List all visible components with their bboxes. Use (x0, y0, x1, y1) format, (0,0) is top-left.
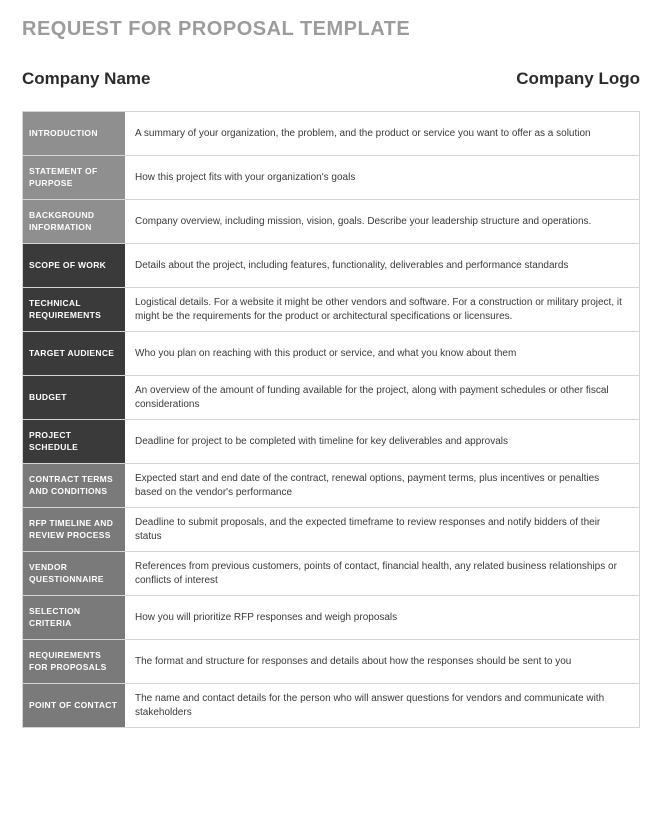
row-label: BACKGROUND INFORMATION (23, 200, 125, 243)
page-title: REQUEST FOR PROPOSAL TEMPLATE (22, 18, 640, 41)
row-label: POINT OF CONTACT (23, 684, 125, 727)
table-row: SCOPE OF WORKDetails about the project, … (22, 244, 640, 288)
row-label: TECHNICAL REQUIREMENTS (23, 288, 125, 331)
row-description: How this project fits with your organiza… (125, 156, 639, 199)
table-row: STATEMENT OF PURPOSEHow this project fit… (22, 156, 640, 200)
header-row: Company Name Company Logo (22, 69, 640, 89)
table-row: POINT OF CONTACTThe name and contact det… (22, 684, 640, 728)
row-description: An overview of the amount of funding ava… (125, 376, 639, 419)
row-label: CONTRACT TERMS AND CONDITIONS (23, 464, 125, 507)
row-description: The name and contact details for the per… (125, 684, 639, 727)
row-description: How you will prioritize RFP responses an… (125, 596, 639, 639)
table-row: REQUIREMENTS FOR PROPOSALSThe format and… (22, 640, 640, 684)
row-label: SELECTION CRITERIA (23, 596, 125, 639)
table-row: BUDGETAn overview of the amount of fundi… (22, 376, 640, 420)
table-row: TARGET AUDIENCEWho you plan on reaching … (22, 332, 640, 376)
row-label: SCOPE OF WORK (23, 244, 125, 287)
row-description: Details about the project, including fea… (125, 244, 639, 287)
row-label: REQUIREMENTS FOR PROPOSALS (23, 640, 125, 683)
company-name: Company Name (22, 69, 150, 89)
table-row: BACKGROUND INFORMATIONCompany overview, … (22, 200, 640, 244)
row-description: Expected start and end date of the contr… (125, 464, 639, 507)
table-row: TECHNICAL REQUIREMENTSLogistical details… (22, 288, 640, 332)
table-row: CONTRACT TERMS AND CONDITIONSExpected st… (22, 464, 640, 508)
table-row: SELECTION CRITERIAHow you will prioritiz… (22, 596, 640, 640)
table-row: INTRODUCTIONA summary of your organizati… (22, 112, 640, 156)
row-label: TARGET AUDIENCE (23, 332, 125, 375)
rfp-table: INTRODUCTIONA summary of your organizati… (22, 111, 640, 728)
table-row: PROJECT SCHEDULEDeadline for project to … (22, 420, 640, 464)
row-description: Company overview, including mission, vis… (125, 200, 639, 243)
row-description: Deadline for project to be completed wit… (125, 420, 639, 463)
row-description: The format and structure for responses a… (125, 640, 639, 683)
row-label: BUDGET (23, 376, 125, 419)
row-description: Logistical details. For a website it mig… (125, 288, 639, 331)
row-label: PROJECT SCHEDULE (23, 420, 125, 463)
table-row: RFP TIMELINE AND REVIEW PROCESSDeadline … (22, 508, 640, 552)
row-description: Deadline to submit proposals, and the ex… (125, 508, 639, 551)
row-description: A summary of your organization, the prob… (125, 112, 639, 155)
row-label: STATEMENT OF PURPOSE (23, 156, 125, 199)
row-label: INTRODUCTION (23, 112, 125, 155)
row-description: Who you plan on reaching with this produ… (125, 332, 639, 375)
row-label: RFP TIMELINE AND REVIEW PROCESS (23, 508, 125, 551)
table-row: VENDOR QUESTIONNAIREReferences from prev… (22, 552, 640, 596)
row-label: VENDOR QUESTIONNAIRE (23, 552, 125, 595)
company-logo: Company Logo (516, 69, 640, 89)
row-description: References from previous customers, poin… (125, 552, 639, 595)
